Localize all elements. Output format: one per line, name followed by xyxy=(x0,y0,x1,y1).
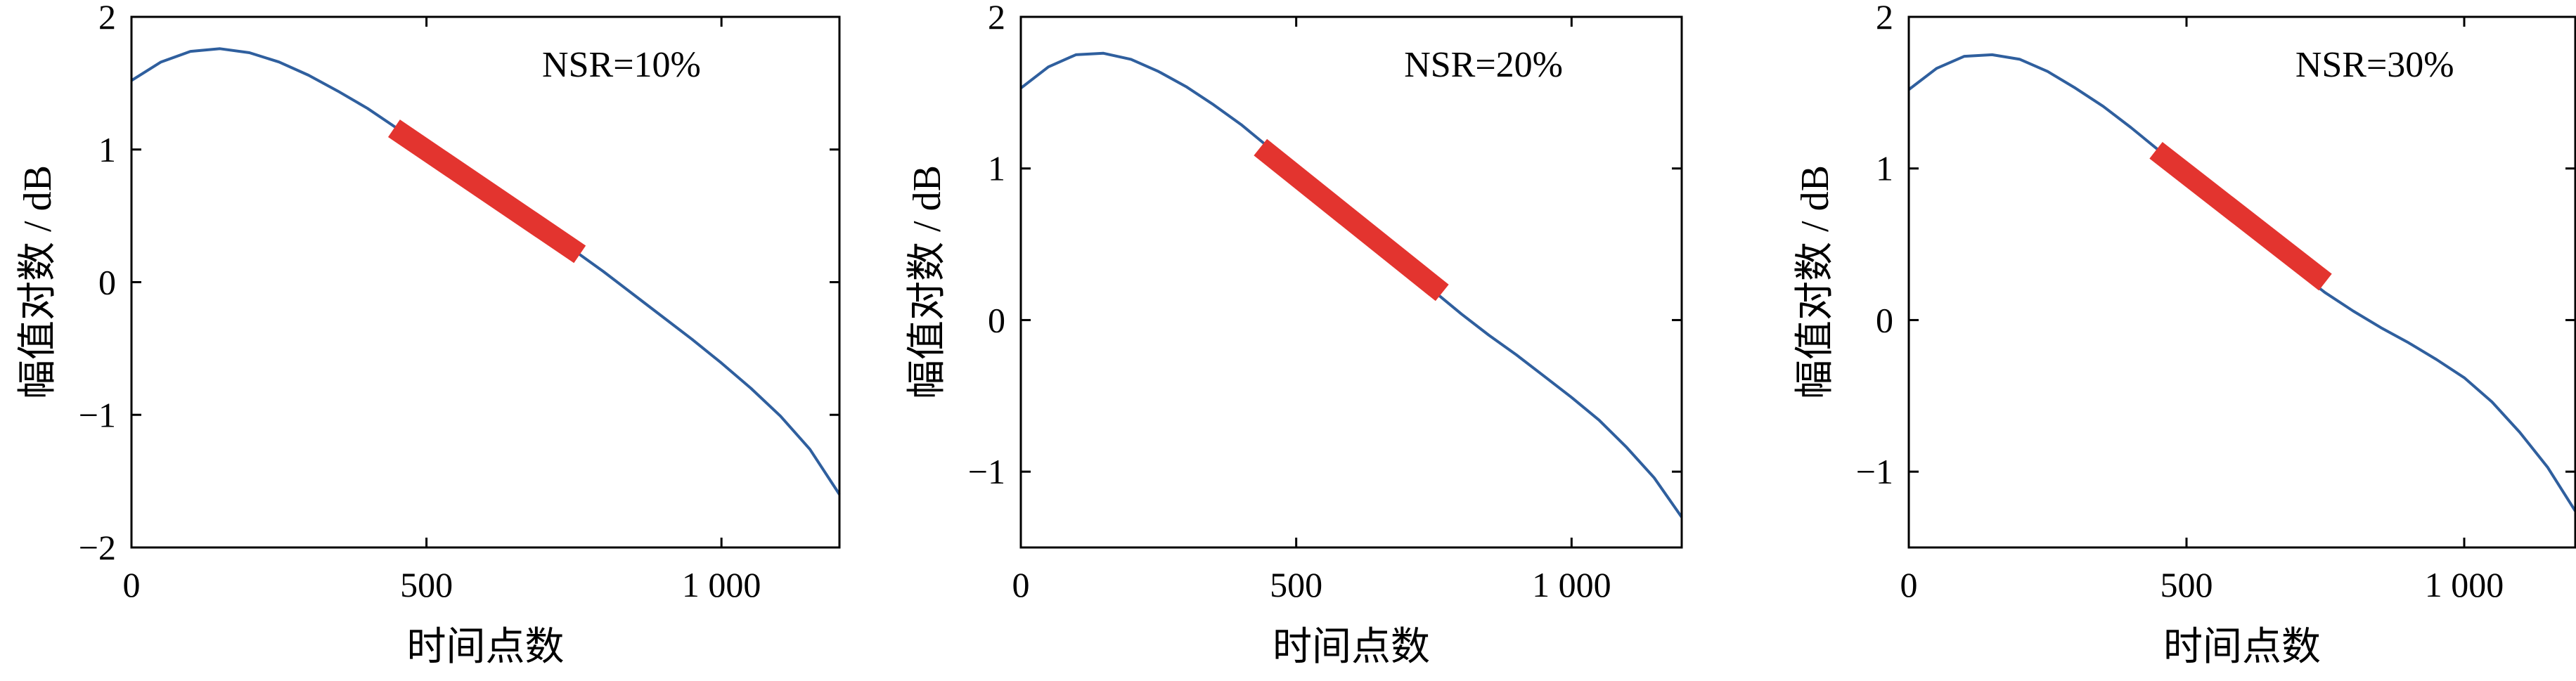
y-tick-label: 1 xyxy=(1876,149,1893,188)
x-tick-label: 0 xyxy=(1900,565,1918,604)
nsr-annotation: NSR=10% xyxy=(542,45,701,85)
y-tick-label: 2 xyxy=(988,0,1005,37)
highlight-segment xyxy=(388,119,586,264)
x-tick-label: 0 xyxy=(123,565,141,604)
y-tick-label: 2 xyxy=(98,0,116,37)
x-tick-label: 1 000 xyxy=(682,565,761,604)
y-axis-label: 幅值对数 / dB xyxy=(1793,165,1837,399)
highlight-segment xyxy=(1254,138,1449,301)
y-tick-label: −1 xyxy=(1856,452,1893,491)
y-tick-label: −1 xyxy=(79,395,116,434)
data-series-line xyxy=(130,47,841,495)
y-tick-label: 1 xyxy=(988,149,1005,188)
chart-panel-2: 0 500 1 000 −1 0 1 2 时间点数 幅值对数 / dB NSR=20% xyxy=(906,0,1683,669)
plot-frame xyxy=(1019,15,1683,549)
x-tick-label: 500 xyxy=(1270,565,1322,604)
plot-frame xyxy=(1907,15,2576,549)
y-tick-label: −2 xyxy=(79,528,116,567)
nsr-annotation: NSR=30% xyxy=(2295,45,2454,85)
y-tick-label: 2 xyxy=(1876,0,1893,37)
x-tick-label: 500 xyxy=(400,565,453,604)
y-tick-label: 0 xyxy=(988,300,1005,339)
y-tick-label: 1 xyxy=(98,130,116,169)
y-axis-label: 幅值对数 / dB xyxy=(906,165,949,399)
data-series-line xyxy=(1907,53,2576,512)
y-tick-label: −1 xyxy=(968,452,1005,491)
x-axis-label: 时间点数 xyxy=(1273,625,1430,669)
x-tick-label: 0 xyxy=(1012,565,1030,604)
nsr-annotation: NSR=20% xyxy=(1404,45,1563,85)
plot-frame xyxy=(130,15,841,549)
y-tick-label: 0 xyxy=(1876,300,1893,339)
x-tick-label: 1 000 xyxy=(1532,565,1611,604)
chart-panel-3: 0 500 1 000 −1 0 1 2 时间点数 幅值对数 / dB NSR=30% xyxy=(1793,0,2576,669)
x-axis-label: 时间点数 xyxy=(2163,625,2321,669)
x-tick-label: 500 xyxy=(2160,565,2213,604)
y-tick-label: 0 xyxy=(98,263,116,302)
chart-panel-1: 0 500 1 000 −2 −1 0 1 2 时间点数 幅值对数 / dB NSR=10% xyxy=(16,0,841,669)
data-series-line xyxy=(1019,51,1683,519)
x-tick-label: 1 000 xyxy=(2425,565,2504,604)
highlight-segment xyxy=(2149,141,2332,291)
y-axis-label: 幅值对数 / dB xyxy=(16,165,60,399)
x-axis-label: 时间点数 xyxy=(407,625,565,669)
